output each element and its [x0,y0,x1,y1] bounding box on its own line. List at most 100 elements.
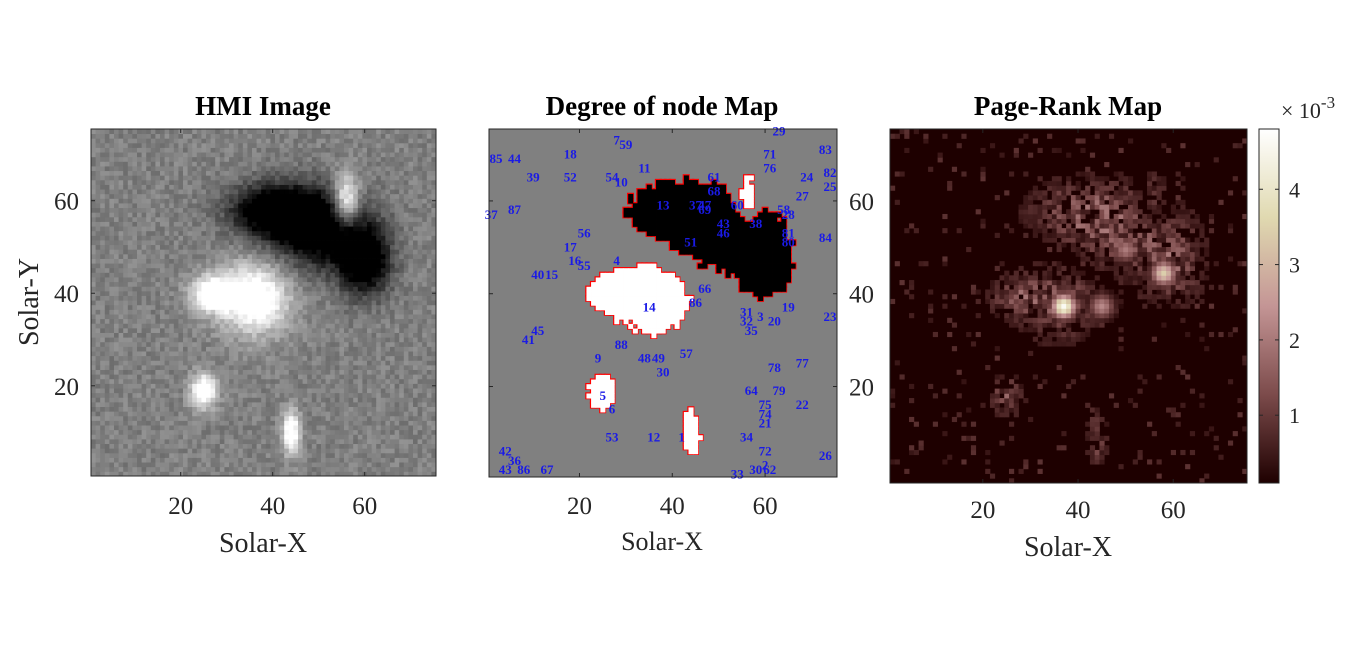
hmi-pixel [219,443,225,449]
hmi-pixel [353,216,359,222]
hmi-pixel [413,290,418,296]
hmi-pixel [357,170,363,176]
hmi-pixel [100,267,106,273]
hmi-pixel [330,314,336,320]
hmi-pixel [123,364,129,370]
hmi-pixel [196,438,202,445]
hmi-pixel [169,221,175,227]
hmi-pixel [293,332,299,338]
hmi-pixel [100,443,106,449]
hmi-pixel [284,323,290,329]
hmi-pixel [380,179,386,185]
hmi-pixel [141,388,147,394]
hmi-pixel [353,429,359,435]
hmi-pixel [95,230,101,236]
hmi-pixel [150,383,156,389]
hmi-pixel [413,226,418,232]
hmi-pixel [431,429,437,435]
hmi-pixel [91,230,96,236]
hmi-pixel [127,281,133,287]
hmi-pixel [173,378,179,384]
hmi-pixel [394,434,400,440]
hmi-pixel [127,216,133,222]
hmi-pixel [330,207,336,213]
hmi-pixel [224,184,230,190]
hmi-pixel [316,411,322,417]
hmi-pixel [123,295,129,301]
hmi-pixel [339,429,345,435]
hmi-pixel [160,466,165,472]
hmi-pixel [371,318,377,324]
hmi-pixel [150,364,156,370]
hmi-pixel [192,235,198,241]
hmi-pixel [215,193,221,199]
hmi-pixel [316,388,322,394]
hmi-pixel [325,438,331,445]
hmi-pixel [150,221,156,227]
hmi-pixel [311,332,317,338]
hmi-pixel [390,327,395,333]
hmi-pixel [127,170,133,176]
hmi-pixel [187,221,193,227]
hmi-pixel [164,369,170,375]
hmi-pixel [238,364,244,370]
hmi-pixel [399,443,405,449]
hmi-pixel [160,397,165,403]
hmi-pixel [192,429,198,435]
hmi-pixel [298,327,303,333]
hmi-pixel [104,452,110,458]
hmi-pixel [261,425,267,431]
hmi-pixel [311,327,317,333]
hmi-pixel [132,175,138,181]
hmi-pixel [371,323,377,329]
hmi-pixel [334,216,340,222]
hmi-pixel [334,277,340,283]
hmi-pixel [279,383,285,389]
hmi-pixel [141,212,147,218]
hmi-pixel [210,369,216,375]
hmi-pixel [104,466,110,472]
hmi-pixel [196,374,202,380]
hmi-pixel [371,193,377,199]
hmi-pixel [417,240,423,246]
hmi-pixel [114,355,119,361]
hmi-pixel [261,263,267,269]
hmi-pixel [118,272,124,278]
hmi-pixel [316,300,322,306]
hmi-pixel [104,360,110,366]
hmi-pixel [394,258,400,264]
hmi-pixel [298,244,303,250]
hmi-pixel [293,457,299,463]
hmi-pixel [100,457,106,463]
hmi-pixel [431,207,437,213]
hmi-pixel [339,300,345,306]
hmi-pixel [390,244,395,250]
hmi-pixel [279,323,285,329]
hmi-pixel [339,434,345,440]
hmi-pixel [160,420,165,426]
hmi-pixel [229,189,234,195]
hmi-pixel [210,425,216,431]
hmi-pixel [247,337,253,343]
hmi-pixel [233,397,239,403]
hmi-pixel [109,374,115,380]
hmi-pixel [344,364,349,370]
hmi-pixel [256,374,262,380]
hmi-pixel [330,346,336,352]
hmi-pixel [146,406,152,412]
hmi-pixel [252,388,257,394]
hmi-pixel [95,193,101,199]
hmi-pixel [307,355,313,361]
hmi-pixel [376,286,382,292]
hmi-pixel [265,388,271,394]
hmi-pixel [334,364,340,370]
hmi-pixel [155,309,161,315]
hmi-pixel [288,267,294,273]
hmi-pixel [247,184,253,190]
hmi-pixel [353,189,359,195]
hmi-pixel [183,198,188,204]
hmi-pixel [242,360,248,366]
hmi-pixel [408,452,414,458]
hmi-pixel [210,267,216,273]
hmi-pixel [104,327,110,333]
